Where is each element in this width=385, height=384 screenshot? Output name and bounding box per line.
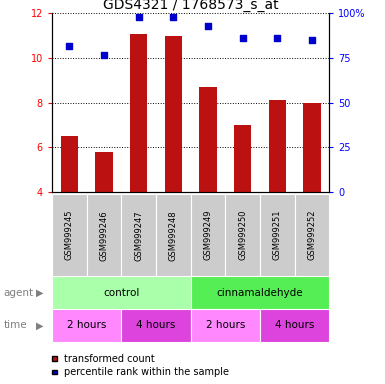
Bar bbox=[52, 276, 191, 309]
Point bbox=[274, 35, 280, 41]
Bar bbox=[199, 87, 216, 192]
Text: GSM999251: GSM999251 bbox=[273, 210, 282, 260]
Bar bbox=[164, 36, 182, 192]
Bar bbox=[191, 194, 225, 276]
Bar bbox=[87, 194, 121, 276]
Bar bbox=[121, 309, 191, 342]
Text: ▶: ▶ bbox=[36, 320, 43, 331]
Bar bbox=[260, 194, 295, 276]
Bar bbox=[225, 194, 260, 276]
Text: percentile rank within the sample: percentile rank within the sample bbox=[64, 367, 229, 377]
Text: 2 hours: 2 hours bbox=[67, 320, 106, 331]
Bar bbox=[295, 194, 329, 276]
Bar bbox=[121, 194, 156, 276]
Point bbox=[309, 37, 315, 43]
Text: GSM999252: GSM999252 bbox=[307, 210, 316, 260]
Point bbox=[101, 51, 107, 58]
Point bbox=[205, 23, 211, 29]
Text: agent: agent bbox=[4, 288, 34, 298]
Bar bbox=[260, 309, 329, 342]
Bar bbox=[52, 194, 87, 276]
Bar bbox=[130, 33, 147, 192]
Text: GSM999246: GSM999246 bbox=[99, 210, 109, 260]
Text: ▶: ▶ bbox=[36, 288, 43, 298]
Text: GSM999248: GSM999248 bbox=[169, 210, 178, 260]
Bar bbox=[303, 103, 320, 192]
Bar bbox=[191, 276, 329, 309]
Text: control: control bbox=[103, 288, 139, 298]
Title: GDS4321 / 1768573_s_at: GDS4321 / 1768573_s_at bbox=[103, 0, 278, 12]
Text: GSM999247: GSM999247 bbox=[134, 210, 143, 260]
Text: GSM999250: GSM999250 bbox=[238, 210, 247, 260]
Point bbox=[170, 14, 176, 20]
Point bbox=[239, 35, 246, 41]
Bar bbox=[268, 101, 286, 192]
Text: 4 hours: 4 hours bbox=[136, 320, 176, 331]
Bar bbox=[234, 125, 251, 192]
Text: transformed count: transformed count bbox=[64, 354, 154, 364]
Text: cinnamaldehyde: cinnamaldehyde bbox=[216, 288, 303, 298]
Text: 4 hours: 4 hours bbox=[275, 320, 314, 331]
Text: GSM999249: GSM999249 bbox=[203, 210, 213, 260]
Point bbox=[66, 43, 72, 49]
Bar bbox=[156, 194, 191, 276]
Point bbox=[136, 14, 142, 20]
Text: GSM999245: GSM999245 bbox=[65, 210, 74, 260]
Text: time: time bbox=[4, 320, 27, 331]
Bar bbox=[61, 136, 78, 192]
Bar bbox=[191, 309, 260, 342]
Text: 2 hours: 2 hours bbox=[206, 320, 245, 331]
Bar bbox=[95, 152, 112, 192]
Bar bbox=[52, 309, 121, 342]
